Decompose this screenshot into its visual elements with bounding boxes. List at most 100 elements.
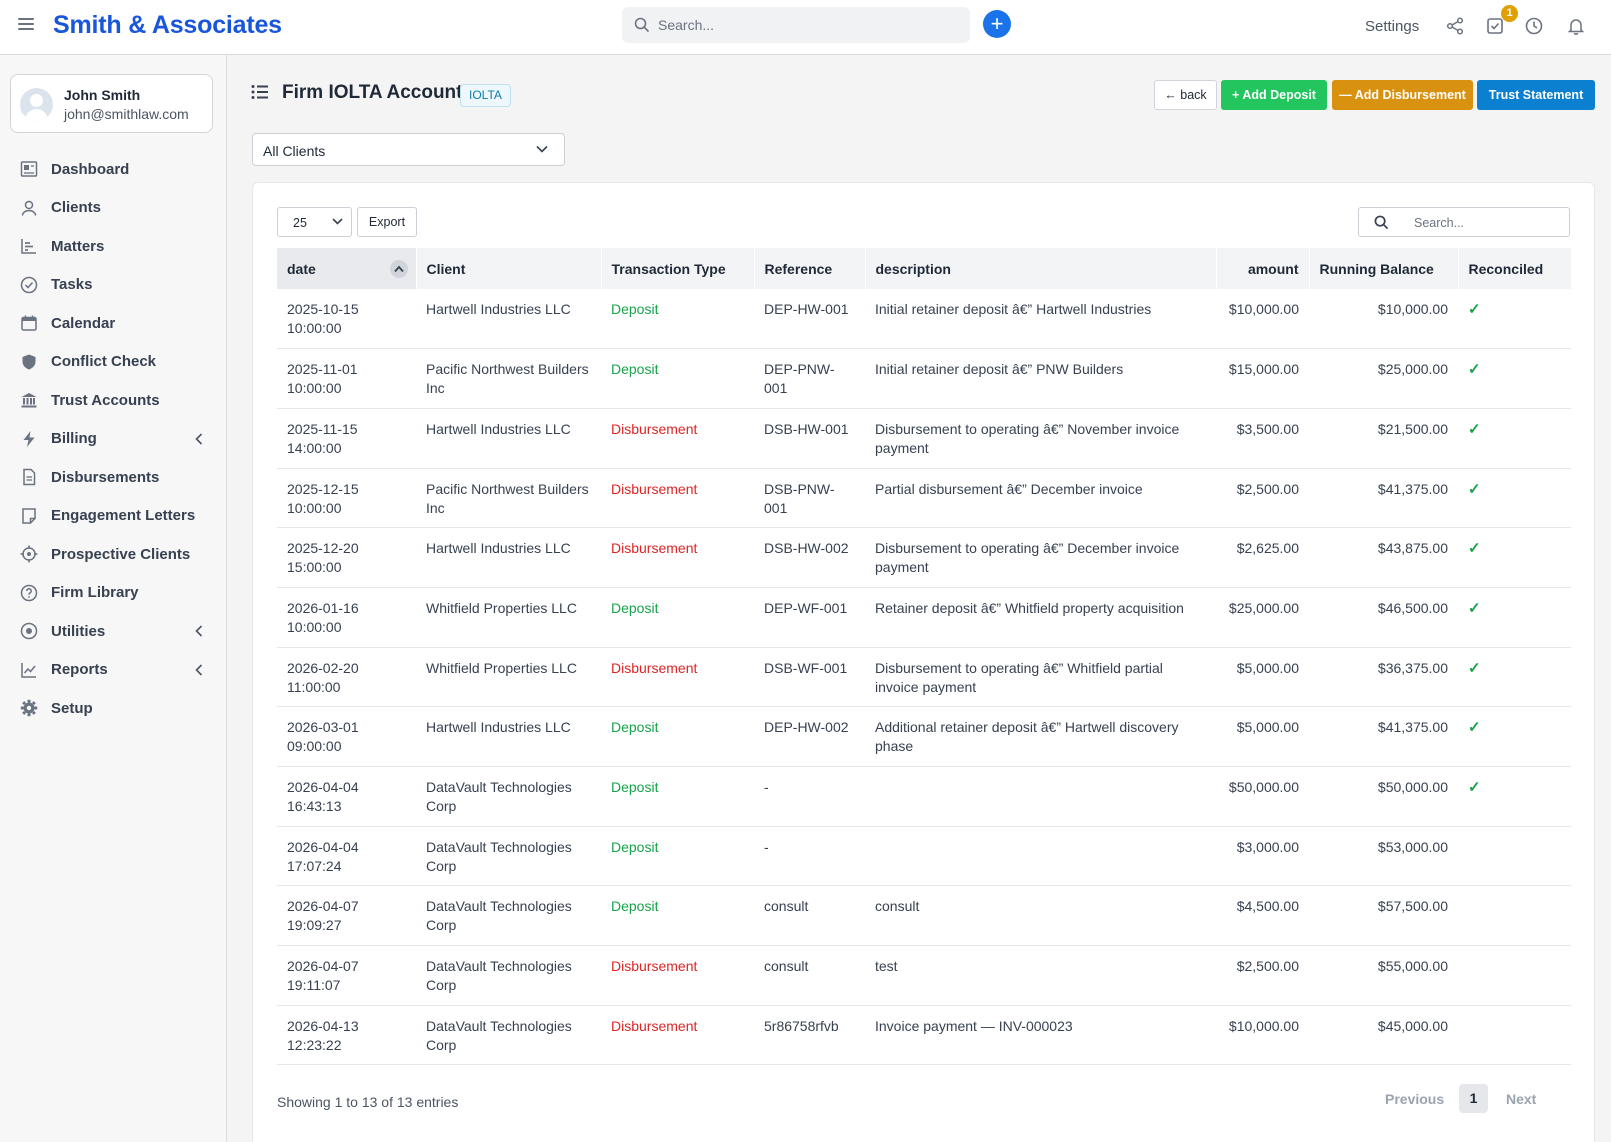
pagination-previous[interactable]: Previous bbox=[1385, 1091, 1445, 1107]
sidebar-item-matters[interactable]: Matters bbox=[0, 227, 227, 266]
chevron-left-icon[interactable] bbox=[195, 625, 203, 637]
table-row[interactable]: 2026-02-20 11:00:00 Whitfield Properties L… bbox=[277, 647, 1571, 708]
cell-description: Disbursement to operating â€” Whitfield … bbox=[865, 647, 1216, 708]
table-search-input[interactable]: Search... bbox=[1403, 207, 1570, 237]
chevron-left-icon[interactable] bbox=[195, 432, 203, 445]
cell-client: DataVault Technologies Corp bbox=[416, 885, 601, 947]
cell-client: Pacific Northwest Builders Inc bbox=[416, 468, 601, 529]
table-row[interactable]: 2026-01-16 10:00:00 Whitfield Properties L… bbox=[277, 587, 1571, 648]
table-row[interactable]: 2025-12-20 15:00:00 Hartwell Industries LL… bbox=[277, 527, 1571, 588]
table-row[interactable]: 2026-04-04 17:07:24 DataVault Technologies… bbox=[277, 826, 1571, 887]
global-search-input[interactable]: Search... bbox=[622, 7, 970, 43]
add-deposit-button[interactable]: + Add Deposit bbox=[1221, 80, 1327, 110]
cell-running-balance: $57,500.00 bbox=[1309, 885, 1458, 947]
table-row[interactable]: 2025-10-15 10:00:00 Hartwell Industries LL… bbox=[277, 289, 1571, 350]
page-length-select[interactable]: 25 bbox=[277, 207, 352, 237]
table-row[interactable]: 2026-04-07 19:09:27 DataVault Technologies… bbox=[277, 885, 1571, 947]
sidebar-item-clients[interactable]: Clients bbox=[0, 189, 227, 228]
export-button[interactable]: Export bbox=[357, 207, 417, 237]
sidebar-item-disbursements[interactable]: Disbursements bbox=[0, 458, 227, 497]
time-value: 12:23:22 bbox=[287, 1036, 342, 1053]
column-header-date[interactable]: date bbox=[277, 248, 417, 289]
cell-description: Disbursement to operating â€” December i… bbox=[865, 527, 1216, 588]
check-icon: ✓ bbox=[1468, 719, 1481, 737]
page-title: Firm IOLTA Account bbox=[282, 82, 463, 103]
column-header-running-balance[interactable]: Running Balance bbox=[1309, 248, 1459, 289]
date-value: 2026-03-01 bbox=[287, 719, 359, 736]
sidebar-item-conflict-check[interactable]: Conflict Check bbox=[0, 343, 227, 382]
cell-reference: DSB-PNW-001 bbox=[754, 468, 865, 529]
share-icon[interactable] bbox=[1445, 16, 1465, 36]
sidebar-item-firm-library[interactable]: Firm Library bbox=[0, 574, 227, 613]
cell-date: 2025-11-15 14:00:00 bbox=[277, 408, 416, 469]
cell-transaction-type: Deposit bbox=[601, 826, 754, 887]
sidebar-item-calendar[interactable]: Calendar bbox=[0, 304, 227, 343]
add-disbursement-button[interactable]: — Add Disbursement bbox=[1332, 80, 1473, 110]
user-card[interactable]: John Smith john@smithlaw.com bbox=[10, 74, 213, 133]
sidebar-item-reports[interactable]: Reports bbox=[0, 651, 227, 690]
brand-title[interactable]: Smith & Associates bbox=[53, 11, 282, 39]
sidebar-item-setup[interactable]: Setup bbox=[0, 689, 227, 728]
column-header-reference[interactable]: Reference bbox=[754, 248, 866, 289]
cell-transaction-type: Disbursement bbox=[601, 408, 754, 469]
top-bar: Smith & Associates Search... + Settings … bbox=[0, 0, 1611, 55]
line-chart-icon bbox=[20, 661, 38, 679]
back-button[interactable]: ← back bbox=[1154, 80, 1217, 110]
cell-running-balance: $36,375.00 bbox=[1309, 647, 1458, 708]
table-row[interactable]: 2025-12-15 10:00:00 Pacific Northwest Buil… bbox=[277, 468, 1571, 529]
cell-transaction-type: Disbursement bbox=[601, 647, 754, 708]
cell-date: 2025-12-15 10:00:00 bbox=[277, 468, 416, 529]
sort-ascending-icon[interactable] bbox=[389, 260, 408, 278]
cell-reconciled: ✓ bbox=[1458, 706, 1571, 767]
pagination-current-page[interactable]: 1 bbox=[1459, 1084, 1488, 1113]
table-row[interactable]: 2026-04-04 16:43:13 DataVault Technologies… bbox=[277, 766, 1571, 827]
column-header-transaction-type[interactable]: Transaction Type bbox=[601, 248, 755, 289]
chevron-left-icon[interactable] bbox=[195, 663, 203, 676]
bell-icon[interactable] bbox=[1566, 16, 1586, 36]
clock-icon[interactable] bbox=[1524, 16, 1544, 36]
table-header-row: date Client Transaction Type Reference d… bbox=[277, 248, 1572, 289]
tasks-check-icon[interactable] bbox=[1485, 16, 1505, 36]
column-header-client[interactable]: Client bbox=[416, 248, 602, 289]
time-value: 10:00:00 bbox=[287, 499, 342, 516]
quick-add-button[interactable]: + bbox=[983, 10, 1011, 38]
cell-client: Whitfield Properties LLC bbox=[416, 587, 601, 648]
table-info: Showing 1 to 13 of 13 entries bbox=[277, 1094, 459, 1110]
date-value: 2026-04-13 bbox=[287, 1017, 359, 1034]
cell-transaction-type: Deposit bbox=[601, 885, 754, 947]
sidebar-item-prospective-clients[interactable]: Prospective Clients bbox=[0, 535, 227, 574]
sidebar-item-trust-accounts[interactable]: Trust Accounts bbox=[0, 381, 227, 420]
table-row[interactable]: 2026-04-07 19:11:07 DataVault Technologies… bbox=[277, 945, 1571, 1006]
column-header-description[interactable]: description bbox=[865, 248, 1217, 289]
menu-icon[interactable] bbox=[18, 18, 34, 32]
cell-amount: $2,500.00 bbox=[1216, 468, 1309, 529]
cell-client: DataVault Technologies Corp bbox=[416, 1005, 601, 1066]
table-row[interactable]: 2026-03-01 09:00:00 Hartwell Industries LL… bbox=[277, 706, 1571, 767]
table-row[interactable]: 2025-11-01 10:00:00 Pacific Northwest Buil… bbox=[277, 348, 1571, 409]
cell-reference: DSB-HW-002 bbox=[754, 527, 865, 588]
trust-statement-button[interactable]: Trust Statement bbox=[1477, 80, 1595, 110]
table-search-button[interactable] bbox=[1358, 207, 1404, 237]
column-header-reconciled[interactable]: Reconciled bbox=[1458, 248, 1572, 289]
table-row[interactable]: 2025-11-15 14:00:00 Hartwell Industries LL… bbox=[277, 408, 1571, 469]
sidebar-item-utilities[interactable]: Utilities bbox=[0, 612, 227, 651]
sidebar-item-billing[interactable]: Billing bbox=[0, 420, 227, 459]
table-row[interactable]: 2026-04-13 12:23:22 DataVault Technologies… bbox=[277, 1005, 1571, 1066]
cell-description: consult bbox=[865, 885, 1216, 947]
cell-transaction-type: Deposit bbox=[601, 706, 754, 767]
settings-link[interactable]: Settings bbox=[1365, 18, 1420, 35]
cell-date: 2026-04-07 19:09:27 bbox=[277, 885, 416, 947]
sidebar-item-tasks[interactable]: Tasks bbox=[0, 266, 227, 305]
column-header-amount[interactable]: amount bbox=[1216, 248, 1310, 289]
avatar bbox=[20, 88, 53, 121]
calendar-icon bbox=[20, 314, 38, 332]
cell-reconciled: ✓ bbox=[1458, 468, 1571, 529]
client-filter-select[interactable]: All Clients bbox=[252, 133, 565, 166]
cell-reconciled bbox=[1458, 826, 1571, 887]
pagination-next[interactable]: Next bbox=[1506, 1091, 1537, 1107]
sidebar: John Smith john@smithlaw.com Dashboard C… bbox=[0, 55, 227, 1142]
cell-client: DataVault Technologies Corp bbox=[416, 826, 601, 887]
cell-running-balance: $41,375.00 bbox=[1309, 706, 1458, 767]
sidebar-item-dashboard[interactable]: Dashboard bbox=[0, 150, 227, 189]
sidebar-item-engagement-letters[interactable]: Engagement Letters bbox=[0, 497, 227, 536]
